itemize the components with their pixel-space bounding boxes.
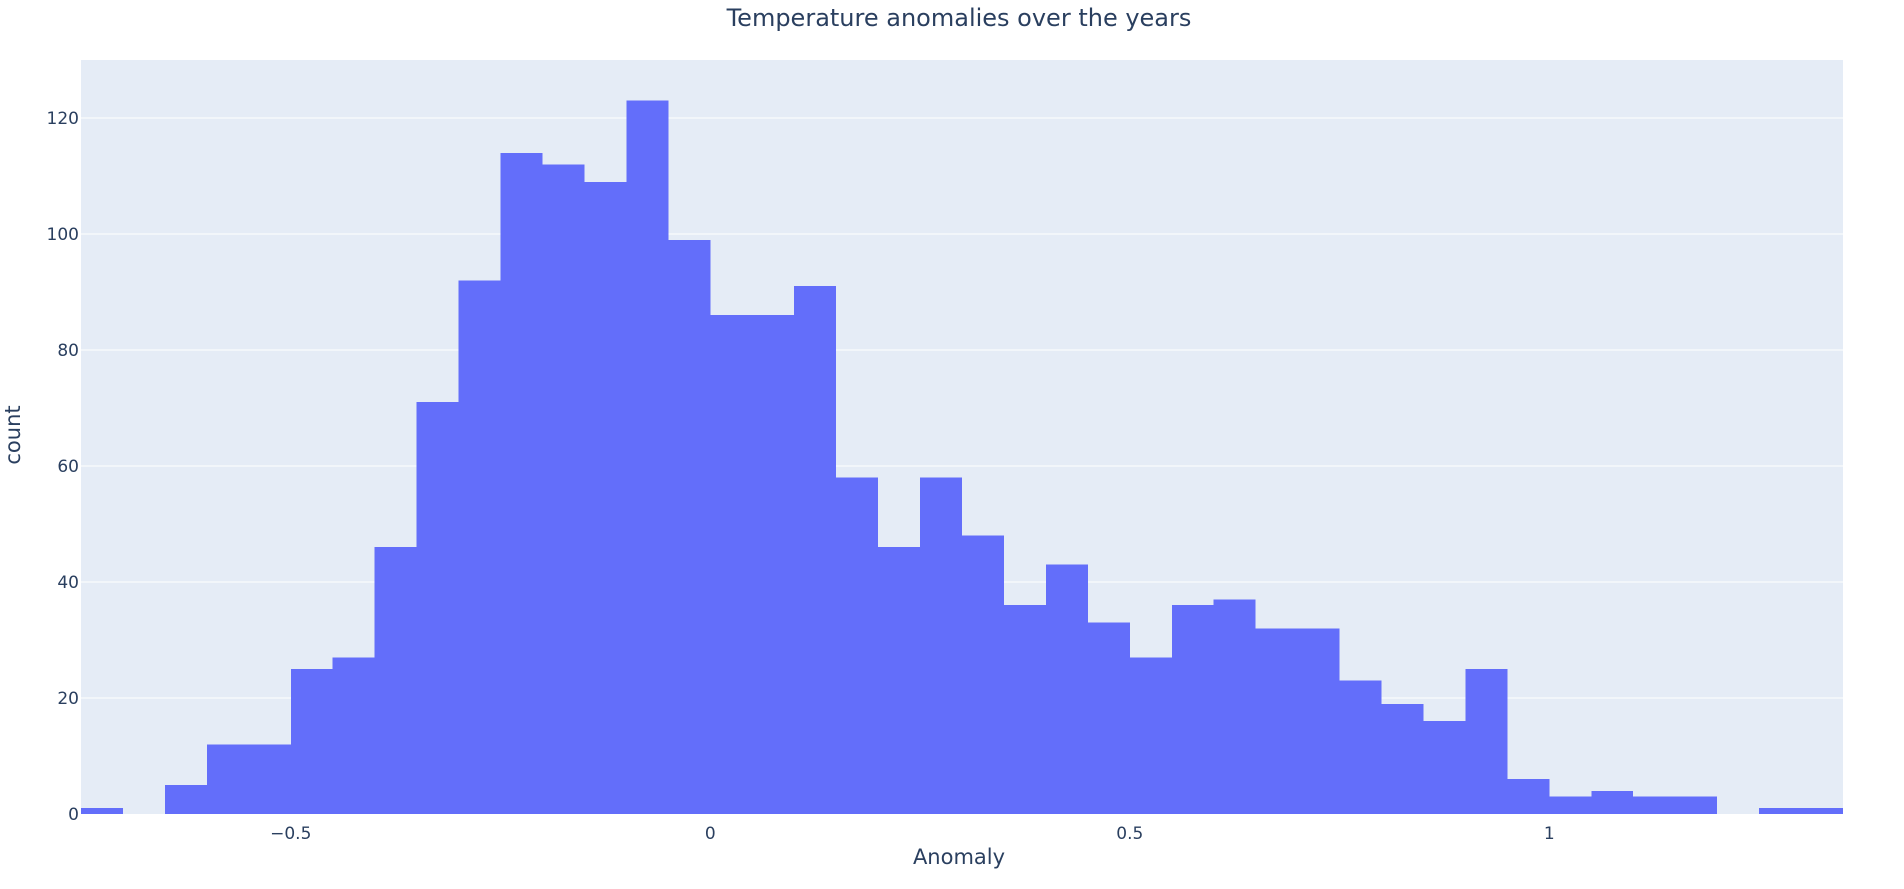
x-tick-label: 0.5 [1116, 824, 1143, 844]
histogram-bar [164, 785, 207, 814]
x-axis-ticks: −0.5 0 0.5 1 [270, 824, 1555, 844]
histogram-bar [1255, 628, 1298, 814]
histogram-bar [1171, 605, 1214, 814]
histogram-bar [584, 181, 627, 815]
histogram-bar [1381, 703, 1424, 814]
x-tick-label: −0.5 [270, 824, 311, 844]
histogram-bar [1507, 779, 1550, 814]
histogram-bar [1759, 808, 1802, 814]
chart-title: Temperature anomalies over the years [726, 4, 1192, 32]
histogram-bar [1423, 721, 1466, 814]
histogram-bar [794, 286, 837, 814]
histogram-bar [1801, 808, 1843, 814]
y-tick-label: 0 [68, 805, 79, 825]
histogram-bar [290, 669, 333, 814]
histogram-bar [752, 315, 795, 814]
histogram-bar [1087, 622, 1130, 814]
histogram-bar [668, 239, 711, 815]
histogram-bar [962, 535, 1004, 814]
x-tick-label: 0 [705, 824, 716, 844]
y-tick-label: 60 [57, 457, 79, 477]
histogram-bar [1003, 605, 1046, 814]
histogram-bar [542, 164, 585, 814]
histogram-bar [332, 657, 375, 814]
histogram-bar [416, 402, 459, 814]
histogram-bar [626, 100, 669, 815]
y-tick-label: 20 [57, 689, 79, 709]
bars [81, 100, 1843, 815]
histogram-bar [81, 808, 123, 814]
x-axis-title: Anomaly [913, 845, 1005, 869]
histogram-bar [1297, 628, 1340, 814]
histogram-bar [920, 477, 962, 814]
histogram-bar [206, 744, 249, 814]
histogram-bar [458, 280, 501, 814]
histogram-bar [1129, 657, 1172, 814]
y-tick-label: 40 [57, 573, 79, 593]
y-axis-ticks: 0 20 40 60 80 100 120 [47, 109, 79, 825]
histogram-bar [1213, 599, 1256, 814]
histogram-bar [878, 547, 921, 814]
y-tick-label: 100 [47, 225, 79, 245]
histogram-bar [500, 152, 543, 815]
histogram-bar [1675, 796, 1718, 814]
histogram-bar [836, 477, 879, 814]
x-tick-label: 1 [1544, 824, 1555, 844]
histogram-bar [1591, 790, 1634, 814]
histogram-bar [1339, 680, 1382, 814]
histogram-bar [374, 547, 417, 814]
histogram-bar [248, 744, 291, 814]
histogram-bar [1045, 564, 1088, 814]
y-axis-title: count [1, 405, 25, 464]
histogram-bar [1465, 669, 1508, 814]
histogram-bar [710, 315, 753, 814]
histogram-bar [1633, 796, 1676, 814]
y-tick-label: 120 [47, 109, 79, 129]
histogram-bar [1549, 796, 1592, 814]
y-tick-label: 80 [57, 341, 79, 361]
